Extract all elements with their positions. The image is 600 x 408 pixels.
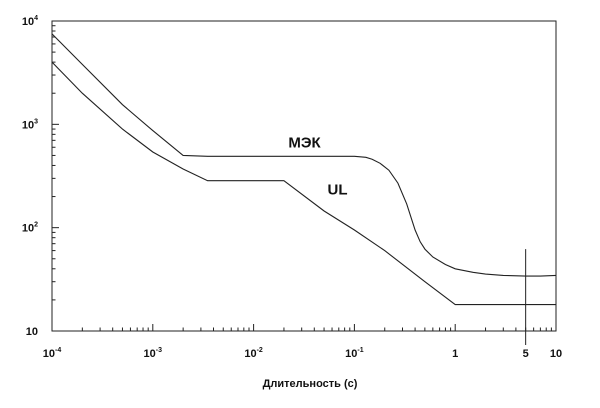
x-tick-label: 10-3 xyxy=(144,347,163,360)
x-tick-label-exponent: -3 xyxy=(156,347,162,354)
y-tick-label-base: 10 xyxy=(22,119,34,131)
x-tick-label-exponent: -4 xyxy=(55,347,61,354)
x-tick-label: 1 xyxy=(452,348,458,360)
x-tick-label-base: 10 xyxy=(244,348,256,360)
x-axis-title: Длительность (с) xyxy=(263,378,358,390)
series-labels: МЭК UL xyxy=(288,134,347,198)
y-tick-label-exponent: 4 xyxy=(34,15,38,22)
x-tick-label-base: 10 xyxy=(43,348,55,360)
series-label: UL xyxy=(328,181,348,198)
x-tick-label: 10-1 xyxy=(345,347,364,360)
series-label: МЭК xyxy=(288,134,321,151)
series-lines xyxy=(51,33,557,306)
y-tick-label: 104 xyxy=(22,15,38,28)
y-tick-label-exponent: 2 xyxy=(34,222,38,229)
y-tick-label-exponent: 3 xyxy=(34,118,38,125)
x-tick-label-base: 1 xyxy=(452,348,458,360)
x-tick-label-base: 10 xyxy=(345,348,357,360)
axis-ticks xyxy=(51,25,552,332)
y-tick-label: 10 xyxy=(26,326,38,338)
x-tick-label-exponent: -1 xyxy=(357,347,363,354)
x-tick-label: 10-2 xyxy=(244,347,263,360)
x-tick-label-exponent: -2 xyxy=(257,347,263,354)
x-tick-label-base: 5 xyxy=(523,348,529,360)
x-tick-label-base: 10 xyxy=(550,348,562,360)
x-tick-label-base: 10 xyxy=(144,348,156,360)
series-line-1 xyxy=(51,33,557,277)
y-tick-label-base: 10 xyxy=(22,223,34,235)
y-tick-label: 102 xyxy=(22,222,38,235)
y-tick-label-base: 10 xyxy=(26,326,38,338)
y-tick-label-base: 10 xyxy=(22,16,34,28)
y-tick-label: 103 xyxy=(22,118,38,131)
series-line-2 xyxy=(51,61,556,306)
x-tick-label: 10-4 xyxy=(43,347,62,360)
x-tick-label: 10 xyxy=(550,348,562,360)
x-tick-label: 5 xyxy=(523,348,529,360)
plot-frame xyxy=(51,20,557,332)
